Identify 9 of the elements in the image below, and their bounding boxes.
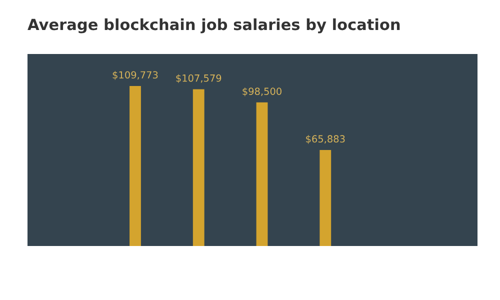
bar bbox=[320, 150, 332, 246]
data-label: $98,500 bbox=[242, 87, 282, 96]
data-label: $65,883 bbox=[306, 135, 345, 144]
chart-title: Average blockchain job salaries by location bbox=[28, 18, 400, 34]
bar bbox=[256, 102, 268, 246]
data-label: $107,579 bbox=[176, 74, 222, 84]
bar bbox=[192, 89, 204, 246]
bar bbox=[130, 86, 141, 246]
data-label: $109,773 bbox=[112, 71, 158, 80]
